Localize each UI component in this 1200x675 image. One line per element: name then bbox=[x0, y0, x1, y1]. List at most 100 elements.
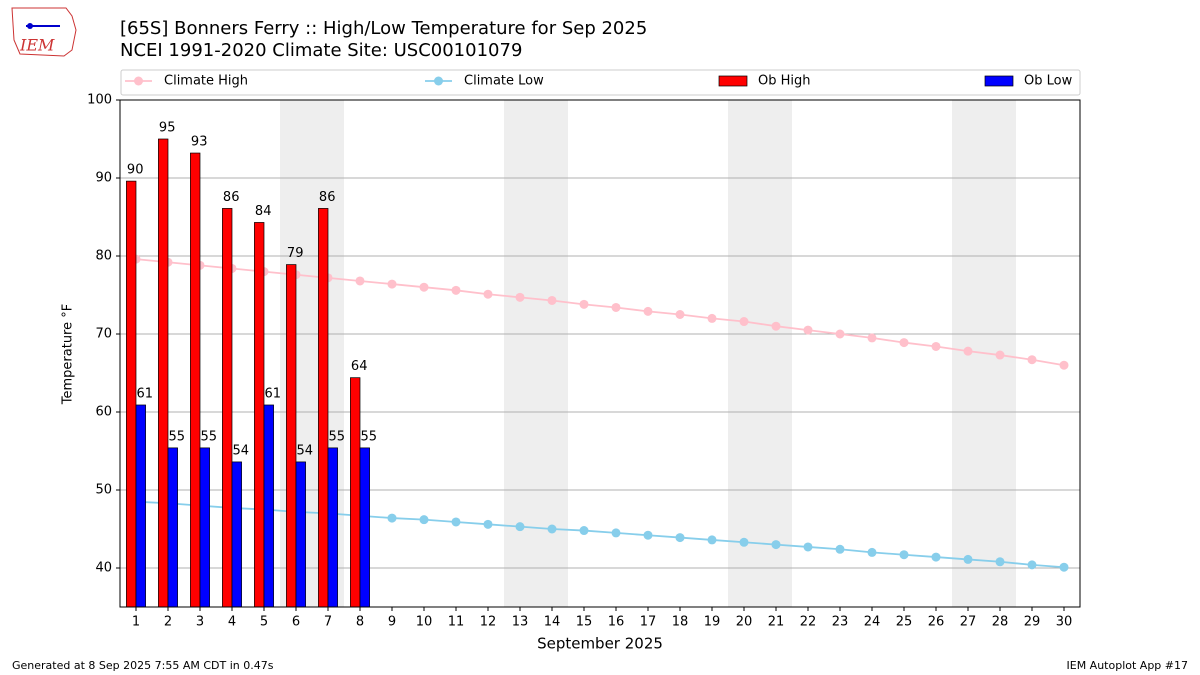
point bbox=[355, 276, 365, 286]
point bbox=[1027, 560, 1037, 570]
point bbox=[931, 341, 941, 351]
chart-title: [65S] Bonners Ferry :: High/Low Temperat… bbox=[120, 18, 647, 39]
y-tick-label: 50 bbox=[95, 483, 112, 498]
y-tick-label: 90 bbox=[95, 171, 112, 186]
x-tick-label: 27 bbox=[960, 615, 977, 630]
data-label: 54 bbox=[297, 443, 314, 458]
bar bbox=[158, 138, 169, 608]
point bbox=[835, 544, 845, 554]
bar bbox=[359, 447, 370, 608]
x-tick-label: 13 bbox=[512, 615, 529, 630]
legend-label: Ob High bbox=[758, 74, 811, 89]
point bbox=[931, 552, 941, 562]
data-label: 90 bbox=[127, 163, 144, 178]
x-tick-label: 30 bbox=[1056, 615, 1073, 630]
data-label: 61 bbox=[137, 386, 154, 401]
bar bbox=[126, 180, 137, 608]
x-tick-label: 28 bbox=[992, 615, 1009, 630]
data-label: 55 bbox=[169, 429, 186, 444]
legend-box bbox=[120, 69, 1081, 96]
x-tick-label: 9 bbox=[388, 615, 396, 630]
chart-subtitle: NCEI 1991-2020 Climate Site: USC00101079 bbox=[120, 40, 522, 61]
x-tick-label: 1 bbox=[132, 615, 140, 630]
line bbox=[135, 500, 1065, 569]
x-tick-label: 5 bbox=[260, 615, 268, 630]
point bbox=[579, 299, 589, 309]
x-tick-label: 20 bbox=[736, 615, 753, 630]
point bbox=[483, 519, 493, 529]
legend-swatch bbox=[718, 75, 748, 87]
footer-right: IEM Autoplot App #17 bbox=[1067, 659, 1189, 672]
x-tick-label: 3 bbox=[196, 615, 204, 630]
point bbox=[963, 554, 973, 564]
data-label: 93 bbox=[191, 135, 208, 150]
point bbox=[707, 535, 717, 545]
point bbox=[547, 524, 557, 534]
point bbox=[739, 537, 749, 547]
legend-swatch bbox=[434, 76, 443, 86]
data-label: 61 bbox=[265, 386, 282, 401]
point bbox=[643, 530, 653, 540]
x-tick-label: 17 bbox=[640, 615, 657, 630]
point bbox=[835, 329, 845, 339]
point bbox=[419, 515, 429, 525]
line bbox=[135, 258, 1065, 367]
point bbox=[387, 513, 397, 523]
bar bbox=[327, 447, 338, 608]
y-axis-label: Temperature °F bbox=[61, 304, 76, 405]
x-tick-label: 7 bbox=[324, 615, 332, 630]
bar bbox=[286, 264, 297, 608]
point bbox=[611, 528, 621, 538]
point bbox=[771, 321, 781, 331]
point bbox=[707, 313, 717, 323]
logo: IEM bbox=[11, 7, 77, 57]
legend-label: Climate High bbox=[164, 74, 248, 89]
point bbox=[771, 540, 781, 550]
logo-outline bbox=[11, 7, 77, 57]
point bbox=[579, 526, 589, 536]
point bbox=[1059, 360, 1069, 370]
y-tick-label: 40 bbox=[95, 561, 112, 576]
x-tick-label: 23 bbox=[832, 615, 849, 630]
footer-left: Generated at 8 Sep 2025 7:55 AM CDT in 0… bbox=[12, 659, 274, 672]
point bbox=[515, 522, 525, 532]
x-tick-label: 22 bbox=[800, 615, 817, 630]
point bbox=[739, 317, 749, 327]
point bbox=[419, 282, 429, 292]
point bbox=[803, 542, 813, 552]
x-tick-label: 16 bbox=[608, 615, 625, 630]
legend-swatch bbox=[134, 76, 143, 86]
data-label: 86 bbox=[319, 190, 336, 205]
bar bbox=[190, 152, 201, 608]
data-label: 55 bbox=[201, 429, 218, 444]
x-tick-label: 19 bbox=[704, 615, 721, 630]
y-tick-label: 60 bbox=[95, 405, 112, 420]
point bbox=[451, 517, 461, 527]
weekend-shade bbox=[504, 100, 568, 607]
legend-label: Climate Low bbox=[464, 74, 544, 89]
bar bbox=[231, 461, 242, 608]
legend-swatch bbox=[984, 75, 1014, 87]
point bbox=[515, 292, 525, 302]
bar bbox=[199, 447, 210, 608]
x-axis-label: September 2025 bbox=[537, 635, 663, 653]
point bbox=[675, 310, 685, 319]
bar bbox=[135, 404, 146, 608]
x-tick-label: 6 bbox=[292, 615, 300, 630]
x-tick-label: 8 bbox=[356, 615, 364, 630]
point bbox=[995, 557, 1005, 567]
legend-label: Ob Low bbox=[1024, 74, 1073, 89]
x-tick-label: 21 bbox=[768, 615, 785, 630]
x-tick-label: 14 bbox=[544, 615, 561, 630]
point bbox=[867, 333, 877, 343]
data-label: 84 bbox=[255, 204, 272, 219]
weekend-shade bbox=[728, 100, 792, 607]
point bbox=[483, 289, 493, 299]
data-label: 86 bbox=[223, 190, 240, 205]
y-tick-label: 70 bbox=[95, 327, 112, 342]
point bbox=[899, 338, 909, 348]
point bbox=[1059, 562, 1069, 572]
x-tick-label: 15 bbox=[576, 615, 593, 630]
x-tick-label: 24 bbox=[864, 615, 881, 630]
data-label: 55 bbox=[329, 429, 346, 444]
